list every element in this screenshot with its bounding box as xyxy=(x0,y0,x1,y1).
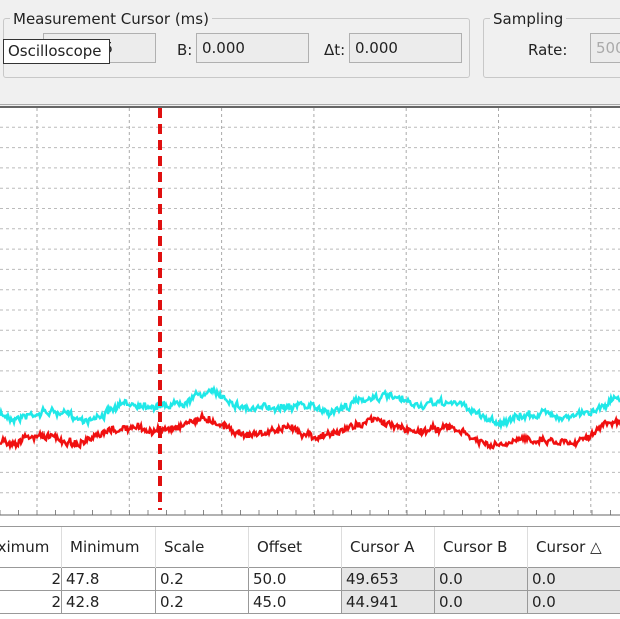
table-cell[interactable]: 2 xyxy=(0,590,62,614)
table-cell[interactable]: 0.0 xyxy=(434,567,528,591)
delta-t-field[interactable]: 0.000 xyxy=(349,33,462,63)
table-cell[interactable]: 49.653 xyxy=(341,567,435,591)
table-cell[interactable]: 0.2 xyxy=(155,590,249,614)
column-header[interactable]: Offset xyxy=(248,527,342,568)
table-cell[interactable]: 47.8 xyxy=(61,567,156,591)
table-cell[interactable]: 45.0 xyxy=(248,590,342,614)
table-cell[interactable]: 44.941 xyxy=(341,590,435,614)
plot-background xyxy=(0,106,620,526)
traces xyxy=(0,384,620,451)
column-header[interactable]: Scale xyxy=(155,527,249,568)
measurement-table: MaximumMinimumScaleOffsetCursor ACursor … xyxy=(0,527,620,614)
toolbar: Measurement Cursor (ms) 5 B: 0.000 Δt: 0… xyxy=(0,0,620,105)
tooltip: Oscilloscope xyxy=(3,39,110,64)
grid xyxy=(0,108,620,515)
rate-label: Rate: xyxy=(528,41,568,59)
delta-t-label: Δt: xyxy=(324,41,346,59)
column-header[interactable]: Cursor △ xyxy=(527,527,620,568)
measurement-table-area: MaximumMinimumScaleOffsetCursor ACursor … xyxy=(0,526,620,619)
table-cell[interactable]: 0.0 xyxy=(527,590,620,614)
table-cell[interactable]: 0.0 xyxy=(527,567,620,591)
table-cell[interactable]: 0.0 xyxy=(434,590,528,614)
table-row: 2 42.8 0.2 45.0 44.941 0.0 0.0 xyxy=(0,590,620,614)
table-cell[interactable]: 50.0 xyxy=(248,567,342,591)
waveform xyxy=(0,409,620,451)
cursor-b-label: B: xyxy=(177,41,193,59)
column-header[interactable]: Cursor B xyxy=(434,527,528,568)
waveform xyxy=(0,384,620,431)
column-header[interactable]: Maximum xyxy=(0,527,62,568)
group-title: Sampling xyxy=(490,10,567,28)
rate-field[interactable]: 500 xyxy=(590,33,620,63)
column-header[interactable]: Cursor A xyxy=(341,527,435,568)
table-cell[interactable]: 42.8 xyxy=(61,590,156,614)
group-title: Measurement Cursor (ms) xyxy=(10,10,212,28)
table-cell[interactable]: 2 xyxy=(0,567,62,591)
cursor-b-field[interactable]: 0.000 xyxy=(196,33,309,63)
header-row: MaximumMinimumScaleOffsetCursor ACursor … xyxy=(0,527,620,568)
table-cell[interactable]: 0.2 xyxy=(155,567,249,591)
table-row: 2 47.8 0.2 50.0 49.653 0.0 0.0 xyxy=(0,567,620,591)
plot xyxy=(0,106,620,526)
column-header[interactable]: Minimum xyxy=(61,527,156,568)
